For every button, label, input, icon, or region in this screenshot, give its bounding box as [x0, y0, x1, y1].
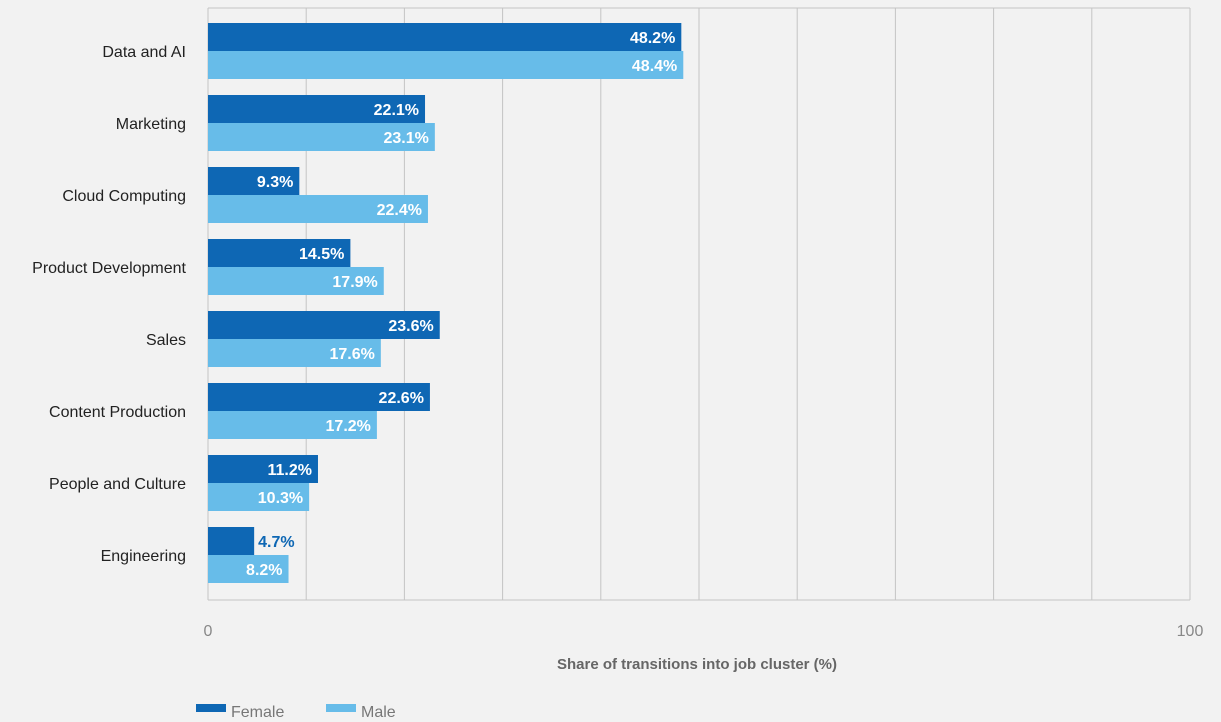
- bar-female-product-development: [208, 239, 351, 267]
- x-tick-label-100: 100: [1177, 623, 1204, 640]
- bar-male-marketing: [208, 123, 435, 151]
- category-label-sales: Sales: [146, 332, 186, 349]
- data-label-male-data-and-ai: 48.4%: [632, 58, 677, 75]
- legend-label-male: Male: [361, 704, 396, 721]
- legend-label-female: Female: [231, 704, 284, 721]
- legend-swatch-female: [196, 704, 226, 712]
- bar-male-sales: [208, 339, 381, 367]
- category-label-people-and-culture: People and Culture: [49, 476, 186, 493]
- data-label-male-sales: 17.6%: [329, 346, 374, 363]
- bar-female-sales: [208, 311, 440, 339]
- data-label-female-sales: 23.6%: [388, 318, 433, 335]
- data-labels: 48.2% 48.4% 22.1% 23.1% 9.3% 22.4% 14.5% 17.9% 2…: [246, 30, 677, 579]
- category-label-engineering: Engineering: [101, 548, 186, 565]
- bars: [208, 23, 684, 583]
- bar-female-engineering: [208, 527, 255, 555]
- legend-item-female: Female: [196, 704, 284, 721]
- bar-male-data-and-ai: [208, 51, 684, 79]
- bar-female-content-production: [208, 383, 430, 411]
- data-label-male-product-development: 17.9%: [332, 274, 377, 291]
- category-labels: Data and AI Marketing Cloud Computing Produ…: [32, 44, 186, 565]
- data-label-female-marketing: 22.1%: [374, 102, 419, 119]
- category-label-product-development: Product Development: [32, 260, 186, 277]
- data-label-male-engineering: 8.2%: [246, 562, 282, 579]
- data-label-female-cloud-computing: 9.3%: [257, 174, 293, 191]
- bar-male-product-development: [208, 267, 384, 295]
- bar-male-people-and-culture: [208, 483, 310, 511]
- data-label-female-people-and-culture: 11.2%: [267, 462, 311, 479]
- category-label-cloud-computing: Cloud Computing: [62, 188, 186, 205]
- data-label-female-engineering: 4.7%: [258, 534, 294, 551]
- bar-male-cloud-computing: [208, 195, 428, 223]
- category-label-data-and-ai: Data and AI: [102, 44, 186, 61]
- data-label-female-product-development: 14.5%: [299, 246, 344, 263]
- data-label-male-marketing: 23.1%: [383, 130, 428, 147]
- legend-swatch-male: [326, 704, 356, 712]
- bar-female-cloud-computing: [208, 167, 300, 195]
- data-label-female-content-production: 22.6%: [379, 390, 424, 407]
- bar-male-content-production: [208, 411, 377, 439]
- x-tick-labels: 0 100: [204, 623, 1204, 640]
- data-label-male-cloud-computing: 22.4%: [377, 202, 422, 219]
- data-label-male-content-production: 17.2%: [326, 418, 371, 435]
- data-label-female-data-and-ai: 48.2%: [630, 30, 675, 47]
- x-tick-label-0: 0: [204, 623, 213, 640]
- bar-male-engineering: [208, 555, 289, 583]
- legend: Female Male: [196, 704, 396, 721]
- data-label-male-people-and-culture: 10.3%: [258, 490, 303, 507]
- legend-item-male: Male: [326, 704, 396, 721]
- category-label-marketing: Marketing: [116, 116, 186, 133]
- bar-female-marketing: [208, 95, 426, 123]
- category-label-content-production: Content Production: [49, 404, 186, 421]
- bar-female-data-and-ai: [208, 23, 682, 51]
- x-axis-title: Share of transitions into job cluster (%…: [557, 656, 837, 673]
- bar-female-people-and-culture: [208, 455, 318, 483]
